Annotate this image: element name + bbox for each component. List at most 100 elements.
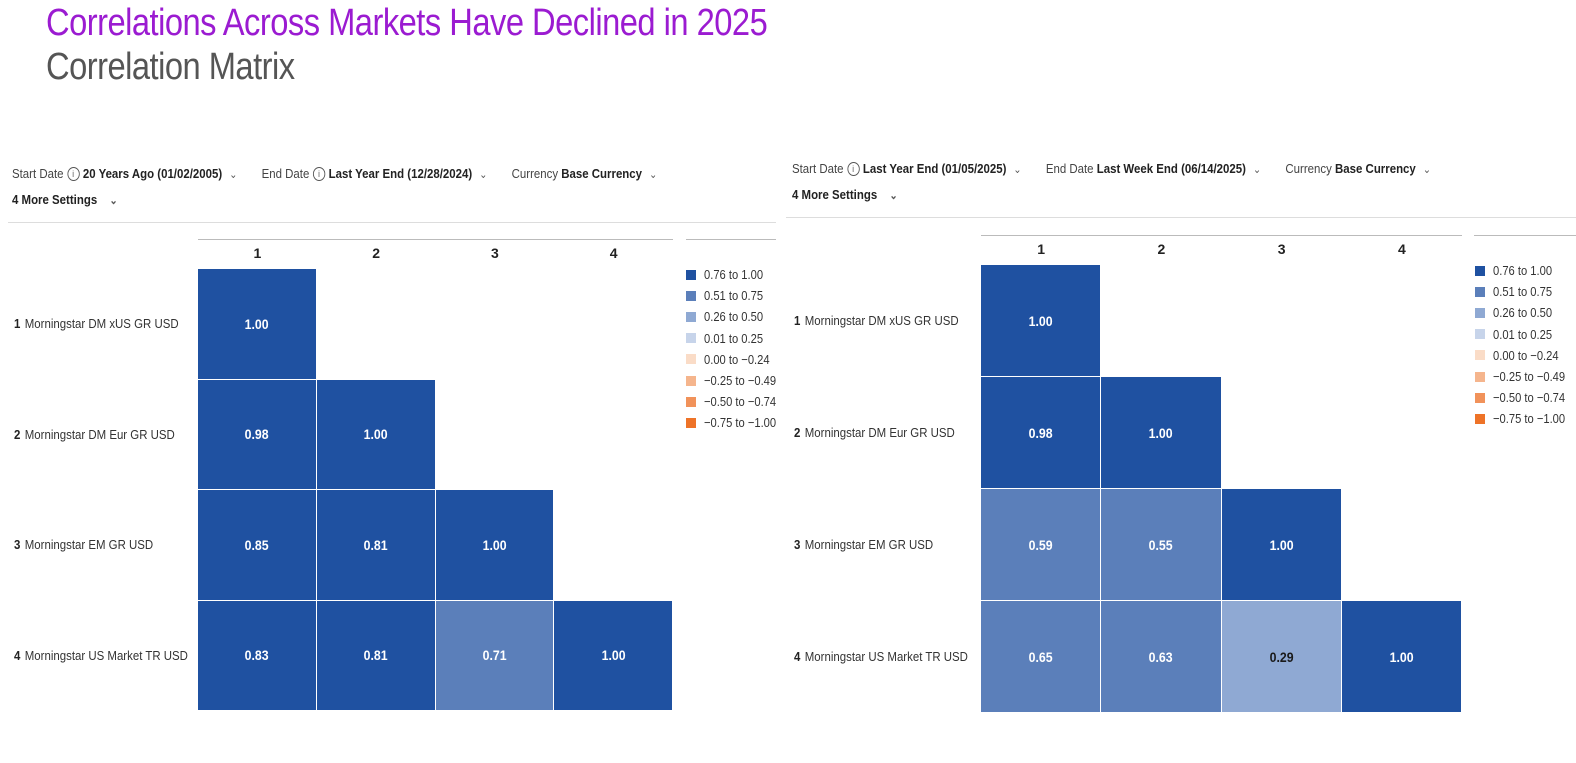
legend-item: 0.01 to 0.25 — [1475, 324, 1576, 345]
row-number: 1 — [14, 316, 21, 332]
matrix-cell: 0.63 — [1101, 601, 1222, 713]
matrix-cell: 0.81 — [316, 490, 436, 601]
start-date-dropdown[interactable]: Start Date i 20 Years Ago (01/02/2005) ⌄ — [12, 166, 237, 181]
legend: 0.76 to 1.00 0.51 to 0.75 0.26 to 0.50 0.01… — [1475, 260, 1576, 430]
legend-swatch — [1475, 371, 1485, 382]
legend-label: 0.51 to 0.75 — [704, 288, 764, 304]
cell-value: 0.81 — [363, 536, 388, 553]
cell-value: 0.71 — [482, 647, 507, 664]
legend-swatch — [1475, 392, 1485, 403]
legend-label: −0.50 to −0.74 — [1493, 390, 1566, 406]
divider — [786, 217, 1576, 218]
chevron-down-icon: ⌄ — [889, 190, 898, 202]
legend-item: −0.50 to −0.74 — [686, 391, 788, 412]
legend-label: 0.01 to 0.25 — [1493, 326, 1553, 342]
matrix-cell: 0.98 — [198, 379, 317, 490]
legend-label: 0.76 to 1.00 — [704, 267, 764, 283]
row-label: 1 Morningstar DM xUS GR USD — [794, 313, 959, 328]
settings-bar: Start Date i 20 Years Ago (01/02/2005) ⌄ En… — [12, 166, 678, 181]
matrix-cell: 0.71 — [435, 600, 555, 711]
cell-value: 0.63 — [1148, 648, 1173, 665]
start-date-value: Last Year End (01/05/2025) — [862, 161, 1007, 176]
row-number: 3 — [794, 537, 801, 552]
matrix-cell: 1.00 — [1101, 377, 1222, 489]
legend-label: 0.51 to 0.75 — [1493, 284, 1553, 300]
matrix-cell: 1.00 — [1221, 489, 1342, 601]
row-number: 1 — [794, 313, 801, 328]
column-header-line — [198, 239, 673, 240]
chevron-down-icon: ⌄ — [1252, 164, 1262, 176]
divider — [8, 222, 776, 223]
chevron-down-icon: ⌄ — [109, 195, 118, 207]
cell-value: 1.00 — [1028, 312, 1053, 329]
cell-value: 1.00 — [482, 536, 507, 553]
matrix-cell: 0.59 — [981, 489, 1102, 601]
start-date-label: Start Date — [12, 166, 64, 181]
more-settings-button[interactable]: 4 More Settings ⌄ — [12, 192, 118, 207]
info-icon[interactable]: i — [312, 167, 326, 181]
cell-value: 0.29 — [1269, 648, 1294, 665]
matrix-cell: 0.55 — [1101, 489, 1222, 601]
currency-dropdown[interactable]: Currency Base Currency ⌄ — [1285, 161, 1431, 176]
legend-item: −0.50 to −0.74 — [1475, 387, 1576, 408]
matrix-cell: 1.00 — [198, 269, 317, 380]
column-header-line — [981, 235, 1462, 236]
cell-value: 1.00 — [244, 315, 269, 332]
legend-item: 0.00 to −0.24 — [686, 349, 788, 370]
chevron-down-icon: ⌄ — [649, 169, 658, 181]
end-date-label: End Date — [1045, 161, 1094, 176]
row-number: 2 — [14, 426, 21, 442]
cell-value: 0.98 — [1028, 424, 1053, 441]
matrix-cell: 0.29 — [1221, 601, 1342, 713]
legend-item: 0.26 to 0.50 — [686, 306, 788, 327]
matrix-cell: 0.65 — [981, 601, 1102, 713]
cell-value: 0.81 — [363, 647, 388, 664]
column-header: 1 — [1037, 241, 1046, 257]
matrix-cell: 0.81 — [316, 600, 436, 711]
matrix-cell: 1.00 — [435, 490, 555, 601]
legend-swatch — [1475, 350, 1485, 361]
matrix-cell: 1.00 — [1341, 601, 1462, 713]
info-icon[interactable]: i — [847, 162, 860, 176]
legend-swatch — [686, 269, 696, 280]
row-label: 3 Morningstar EM GR USD — [14, 537, 153, 552]
legend-item: −0.25 to −0.49 — [686, 370, 788, 391]
legend-item: 0.76 to 1.00 — [686, 264, 788, 285]
start-date-label: Start Date — [792, 161, 844, 176]
more-settings-button[interactable]: 4 More Settings ⌄ — [792, 187, 898, 202]
currency-dropdown[interactable]: Currency Base Currency ⌄ — [512, 166, 658, 181]
legend-swatch — [1475, 329, 1485, 340]
column-header: 4 — [1397, 241, 1406, 257]
start-date-value: 20 Years Ago (01/02/2005) — [82, 166, 223, 181]
row-label: 3 Morningstar EM GR USD — [794, 537, 933, 552]
cell-value: 1.00 — [363, 426, 388, 443]
row-label: 2 Morningstar DM Eur GR USD — [794, 425, 955, 440]
cell-value: 1.00 — [1148, 424, 1173, 441]
legend-swatch — [686, 417, 696, 428]
row-number: 4 — [794, 649, 801, 664]
end-date-dropdown[interactable]: End Date i Last Year End (12/28/2024) ⌄ — [262, 166, 488, 181]
row-name: Morningstar DM Eur GR USD — [24, 426, 175, 442]
legend-header-line — [1474, 235, 1576, 236]
currency-label: Currency — [1285, 161, 1332, 176]
cell-value: 0.65 — [1028, 648, 1053, 665]
legend-item: 0.00 to −0.24 — [1475, 345, 1576, 366]
legend-swatch — [1475, 413, 1485, 424]
legend-swatch — [1475, 307, 1485, 318]
cell-value: 1.00 — [1389, 648, 1414, 665]
row-name: Morningstar US Market TR USD — [804, 649, 968, 664]
row-number: 4 — [14, 647, 21, 663]
row-name: Morningstar DM xUS GR USD — [804, 313, 959, 328]
end-date-dropdown[interactable]: End Date Last Week End (06/14/2025) ⌄ — [1046, 161, 1261, 176]
legend-swatch — [686, 396, 696, 407]
info-icon[interactable]: i — [67, 167, 80, 181]
chevron-down-icon: ⌄ — [479, 169, 488, 181]
legend-item: −0.25 to −0.49 — [1475, 366, 1576, 387]
legend-label: 0.76 to 1.00 — [1493, 263, 1553, 279]
start-date-dropdown[interactable]: Start Date i Last Year End (01/05/2025) ⌄ — [792, 161, 1022, 176]
end-date-value: Last Year End (12/28/2024) — [328, 166, 473, 181]
cell-value: 0.55 — [1148, 536, 1173, 553]
legend: 0.76 to 1.00 0.51 to 0.75 0.26 to 0.50 0.01… — [686, 264, 788, 434]
more-settings-label: 4 More Settings — [792, 187, 878, 202]
row-name: Morningstar EM GR USD — [804, 537, 934, 552]
